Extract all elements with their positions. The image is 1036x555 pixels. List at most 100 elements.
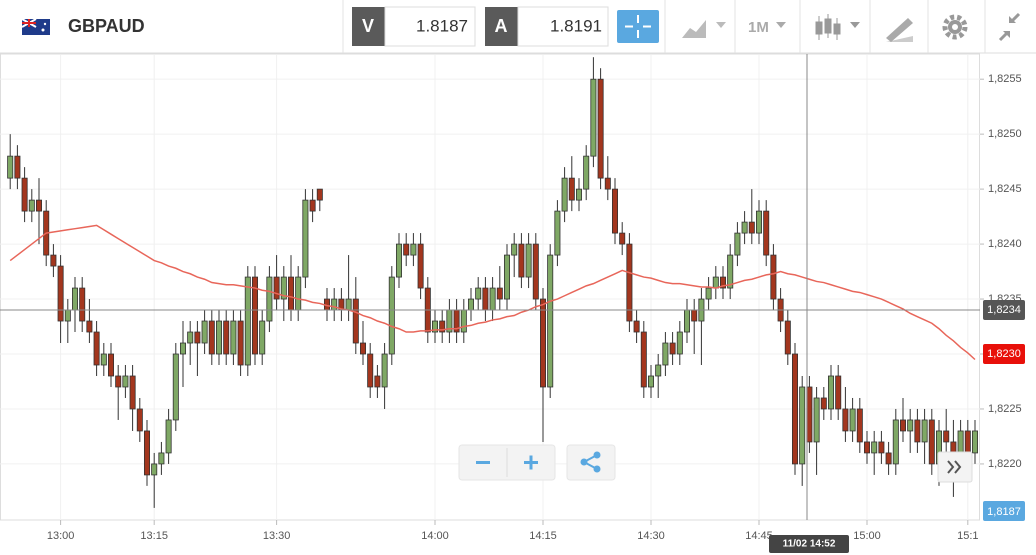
candle-body bbox=[14, 155, 21, 179]
ask-price: 1.8191 bbox=[550, 16, 602, 35]
candle-body bbox=[410, 243, 417, 256]
zoom-controls[interactable] bbox=[458, 444, 556, 481]
candle-body bbox=[712, 276, 719, 289]
candle-body bbox=[792, 353, 799, 465]
candle-body bbox=[554, 210, 561, 256]
ask-button[interactable] bbox=[485, 7, 518, 46]
candle-body bbox=[302, 199, 309, 278]
candle-body bbox=[806, 386, 813, 443]
draw-tool-button[interactable] bbox=[886, 18, 913, 42]
candle-body bbox=[496, 287, 503, 300]
candle-body bbox=[136, 408, 143, 432]
candle-body bbox=[230, 320, 237, 355]
candle-body bbox=[820, 397, 827, 410]
settings-button[interactable] bbox=[942, 14, 968, 40]
candle-body bbox=[576, 188, 583, 201]
candle-body bbox=[36, 199, 43, 212]
candle-body bbox=[309, 199, 316, 212]
collapse-button[interactable] bbox=[998, 12, 1021, 42]
candle-body bbox=[532, 243, 539, 300]
candle-body bbox=[7, 155, 14, 179]
x-tick-label: 14:00 bbox=[421, 530, 449, 542]
candle-body bbox=[972, 430, 979, 454]
candle-body bbox=[878, 441, 885, 454]
candle-body bbox=[381, 353, 388, 388]
bid-label[interactable]: V bbox=[362, 16, 374, 36]
candle-body bbox=[403, 243, 410, 256]
candle-body bbox=[223, 320, 230, 355]
share-button[interactable] bbox=[566, 444, 616, 481]
candle-body bbox=[489, 287, 496, 311]
candle-body bbox=[417, 243, 424, 289]
candle-body bbox=[431, 320, 438, 333]
crosshair-tag-bg bbox=[983, 300, 1025, 321]
candle-body bbox=[604, 177, 611, 190]
candle-body bbox=[108, 353, 115, 377]
bid-tag: 1,8187 bbox=[987, 506, 1021, 518]
candle-body bbox=[511, 243, 518, 256]
y-tick-label: 1,8240 bbox=[988, 238, 1022, 250]
candle-body bbox=[561, 177, 568, 212]
candle-body bbox=[72, 287, 79, 311]
candle-body bbox=[467, 298, 474, 311]
axis: 1,82201,82251,82301,82351,82401,82451,82… bbox=[47, 73, 1022, 542]
candle-body bbox=[251, 276, 258, 355]
x-tick-label: 13:15 bbox=[140, 530, 168, 542]
candle-body bbox=[273, 276, 280, 300]
candle-body bbox=[100, 353, 107, 366]
candle-body bbox=[345, 298, 352, 311]
ask-label[interactable]: A bbox=[495, 16, 508, 36]
last-price-tag-bg bbox=[983, 344, 1025, 365]
x-tick-label: 14:15 bbox=[529, 530, 557, 542]
candle-body bbox=[547, 254, 554, 388]
candle-type-button[interactable] bbox=[815, 14, 860, 40]
bid-box bbox=[384, 6, 476, 47]
candle-body bbox=[676, 331, 683, 355]
candle-body bbox=[316, 188, 323, 201]
candle-body bbox=[705, 287, 712, 300]
bid-button[interactable] bbox=[352, 7, 385, 46]
candle-body bbox=[900, 419, 907, 432]
candle-body bbox=[208, 320, 215, 355]
candle-body bbox=[388, 276, 395, 355]
candle-body bbox=[590, 78, 597, 157]
candle-body bbox=[359, 342, 366, 355]
y-tick-label: 1,8255 bbox=[988, 73, 1022, 85]
candle-body bbox=[756, 210, 763, 234]
crosshair-button[interactable] bbox=[617, 10, 659, 43]
candle-body bbox=[763, 210, 770, 256]
candle-body bbox=[691, 309, 698, 322]
y-tick-label: 1,8250 bbox=[988, 128, 1022, 140]
chart-type-button[interactable] bbox=[682, 20, 726, 38]
candle-body bbox=[748, 221, 755, 234]
candle-body bbox=[143, 430, 150, 476]
candle-body bbox=[612, 188, 619, 234]
x-tick-label: 15:1 bbox=[957, 530, 978, 542]
candle-body bbox=[50, 254, 57, 267]
interval-caret[interactable] bbox=[776, 22, 786, 28]
interval[interactable]: 1M bbox=[748, 19, 769, 36]
candle-body bbox=[151, 463, 158, 476]
candle-body bbox=[194, 331, 201, 344]
candle-body bbox=[662, 342, 669, 366]
x-tick-label: 13:30 bbox=[263, 530, 291, 542]
candle-body bbox=[352, 298, 359, 344]
candle-body bbox=[720, 276, 727, 289]
candle-body bbox=[633, 320, 640, 333]
bid-tag-bg bbox=[983, 501, 1025, 521]
candle-body bbox=[374, 375, 381, 388]
candle-body bbox=[914, 419, 921, 443]
candle-body bbox=[835, 375, 842, 410]
y-tick-label: 1,8225 bbox=[988, 403, 1022, 415]
candle-body bbox=[518, 243, 525, 278]
x-tick-label: 15:00 bbox=[853, 530, 881, 542]
scroll-right-button[interactable] bbox=[937, 451, 973, 483]
candle-body bbox=[158, 452, 165, 465]
candle-body bbox=[799, 386, 806, 465]
candle-body bbox=[734, 232, 741, 256]
candle-body bbox=[921, 419, 928, 443]
candle-body bbox=[626, 243, 633, 322]
candle-body bbox=[482, 287, 489, 311]
y-tick-label: 1,8220 bbox=[988, 458, 1022, 470]
candle-body bbox=[684, 309, 691, 333]
